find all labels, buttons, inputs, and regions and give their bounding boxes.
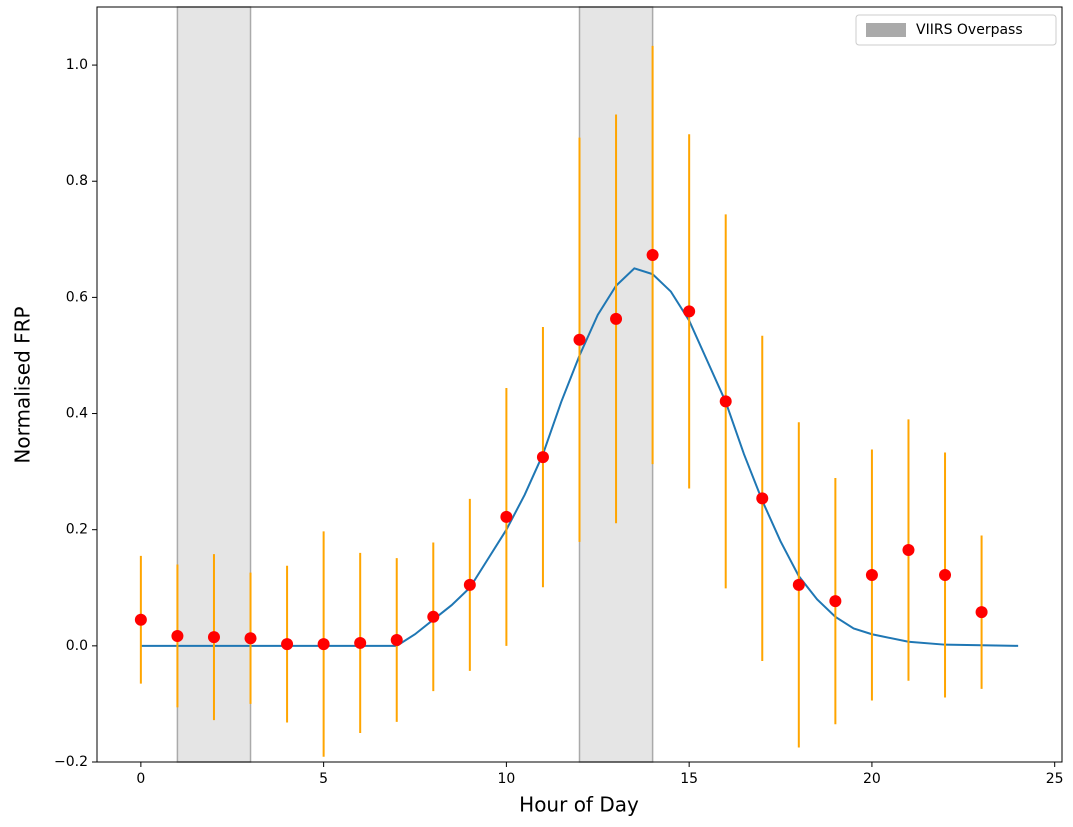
legend-label: VIIRS Overpass — [916, 22, 1023, 38]
data-point — [646, 248, 659, 261]
data-point — [463, 578, 476, 591]
data-point — [902, 544, 915, 557]
y-tick-label: 1.0 — [66, 57, 88, 73]
data-point — [865, 568, 878, 581]
data-point — [134, 613, 147, 626]
x-tick-label: 20 — [863, 771, 881, 787]
data-point — [719, 395, 732, 408]
axes-frame — [96, 6, 1063, 763]
x-tick-label: 5 — [319, 771, 328, 787]
data-point — [207, 631, 220, 644]
x-axis-label: Hour of Day — [519, 793, 639, 817]
data-point — [427, 610, 440, 623]
legend-swatch — [866, 23, 906, 37]
y-tick-label: −0.2 — [54, 754, 88, 770]
data-point — [939, 568, 952, 581]
data-point — [829, 595, 842, 608]
data-point — [171, 629, 184, 642]
x-tick-label: 10 — [497, 771, 515, 787]
data-point — [975, 606, 988, 619]
y-tick-label: 0.2 — [66, 522, 88, 538]
y-axis-label: Normalised FRP — [11, 306, 35, 463]
data-point — [354, 636, 367, 649]
data-point — [610, 312, 623, 325]
x-tick-label: 25 — [1046, 771, 1064, 787]
y-tick-label: 0.0 — [66, 638, 88, 654]
legend-box — [855, 14, 1057, 46]
x-tick-label: 0 — [136, 771, 145, 787]
data-point — [281, 638, 294, 651]
fit-line — [140, 267, 1019, 647]
data-point — [756, 492, 769, 505]
data-point — [317, 638, 330, 651]
legend: VIIRS Overpass — [855, 14, 1057, 46]
data-point — [536, 451, 549, 464]
y-tick-label: 0.6 — [66, 289, 88, 305]
x-tick-label: 15 — [680, 771, 698, 787]
y-tick-label: 0.4 — [66, 406, 88, 422]
data-point — [573, 333, 586, 346]
data-point — [390, 634, 403, 647]
data-point — [500, 510, 513, 523]
y-tick-label: 0.8 — [66, 173, 88, 189]
data-point — [683, 305, 696, 318]
data-point — [244, 632, 257, 645]
data-point — [792, 578, 805, 591]
plot-area — [134, 6, 1019, 763]
